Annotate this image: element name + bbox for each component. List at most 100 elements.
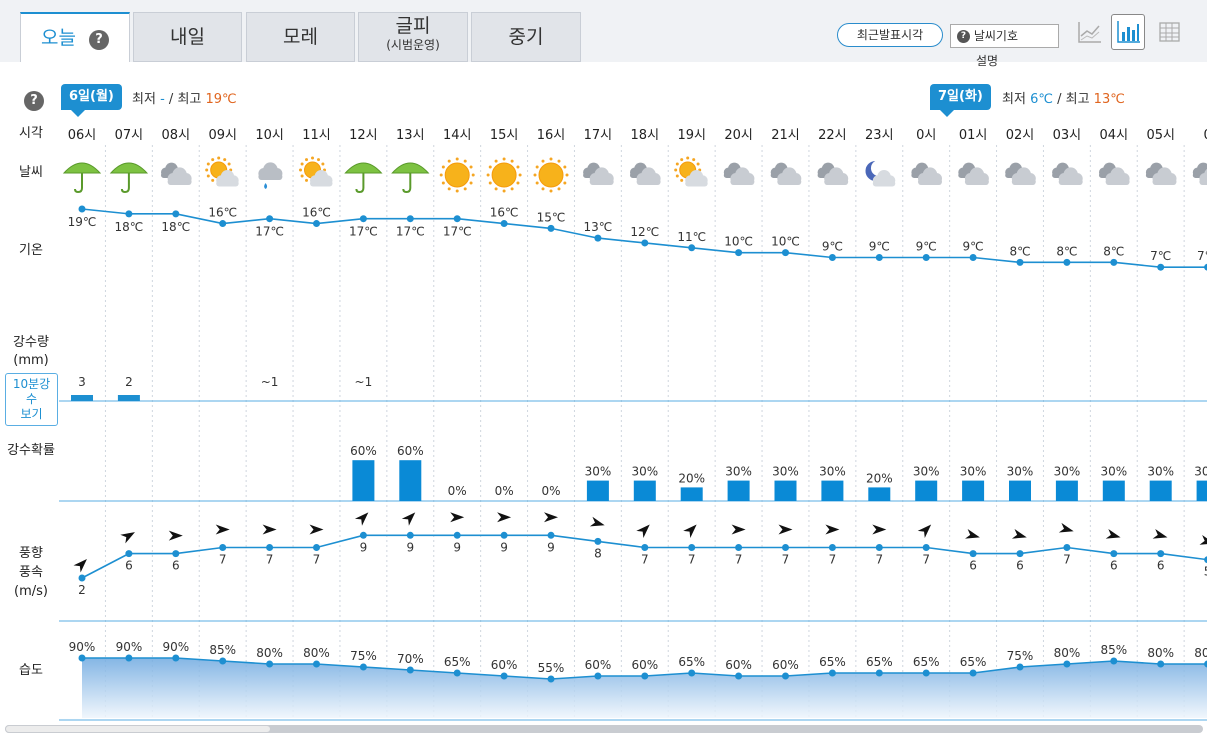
wind-speed-label: 7 [266,553,274,567]
horizontal-scrollbar-track[interactable] [5,725,1203,733]
separator: / [1057,92,1062,107]
hour-label: 09시 [208,128,237,143]
temp-label: 18℃ [115,220,144,234]
pop-bar [915,480,938,501]
cloudy-icon [1052,162,1083,185]
temp-label: 17℃ [396,225,425,239]
table-view-button[interactable] [1152,14,1186,50]
wind-speed-label: 9 [547,540,555,554]
wind-direction-arrow [1058,522,1074,533]
humidity-label: 65% [444,655,471,669]
wind-speed-label: 7 [641,553,649,567]
weather-symbol-button[interactable]: ? 날씨기호 [950,24,1059,48]
humidity-label: 80% [303,646,330,660]
humidity-label: 65% [960,655,987,669]
hour-label: 19시 [677,128,706,143]
hour-label: 17시 [584,128,613,143]
cloudy-icon [1099,162,1130,185]
wind-direction-arrow [73,559,87,573]
hour-label: 13시 [396,128,425,143]
pop-label: 30% [960,465,987,479]
rain-bar [71,395,93,401]
humidity-label: 85% [209,643,236,657]
partly-cloudy-icon [299,156,333,187]
temp-label: 9℃ [963,240,984,254]
tab-label: 오늘 [40,27,76,49]
row-label-wind-speed: 풍속 [19,565,43,580]
cloudy-icon [1005,162,1036,185]
cloudy-icon [817,162,849,185]
pop-bar [1149,480,1172,501]
tab-three-days[interactable]: 글피 (시범운영) [358,12,468,62]
hour-label: 20시 [724,128,753,143]
humidity-point [266,660,274,668]
hour-label: 14시 [443,128,472,143]
cloudy-icon [770,162,802,185]
hour-label: 0시 [916,128,936,143]
pop-label: 30% [1054,465,1081,479]
humidity-label: 55% [538,661,565,675]
wind-direction-arrow [683,524,697,538]
wind-direction-arrow [1152,528,1168,539]
bar-chart-view-button[interactable] [1111,14,1145,50]
row-label-wind-dir: 풍향 [19,546,43,561]
wind-speed-label: 9 [360,540,368,554]
humidity-label: 60% [491,658,518,672]
rain-10min-button[interactable]: 10분강 수 보기 [5,373,58,426]
wind-point [313,544,320,551]
humidity-point [969,669,977,677]
wind-point [969,550,977,558]
horizontal-scrollbar-thumb[interactable] [5,725,271,733]
help-icon[interactable]: ? [24,91,44,111]
sun-icon [439,157,475,193]
temp-point [828,254,836,261]
humidity-point [1110,657,1118,665]
wind-point [172,550,180,558]
wind-point [406,531,414,539]
hour-label: 05시 [1146,128,1175,143]
hour-label: 04시 [1100,128,1129,143]
wind-direction-arrow [262,524,277,535]
wind-direction-arrow [168,530,183,541]
wind-point [735,544,743,551]
row-label-wind-unit: (m/s) [14,584,48,599]
wind-point [1204,556,1207,564]
humidity-label: 90% [162,640,189,654]
tab-tomorrow[interactable]: 내일 [133,12,242,62]
umbrella-icon [62,162,102,194]
help-icon[interactable]: ? [89,29,110,50]
tab-day-after[interactable]: 모레 [246,12,355,62]
cloudy-icon [1145,162,1177,185]
wind-point [828,544,836,551]
wind-point [125,550,133,558]
wind-point [1110,550,1118,558]
line-chart-view-button[interactable] [1072,14,1106,50]
humidity-label: 75% [350,649,377,663]
partly-cloudy-icon [205,156,239,187]
wind-speed-label: 6 [125,559,133,573]
wind-point [547,531,555,539]
wind-direction-arrow [778,524,793,535]
temp-label: 16℃ [490,206,519,220]
wind-point [78,574,86,582]
humidity-label: 70% [397,652,424,666]
temp-label: 16℃ [208,206,237,220]
pop-label: 30% [913,465,940,479]
tab-today[interactable]: 오늘 ? [20,12,130,62]
row-label-rain: 강수량 [13,335,49,350]
row-label-temp: 기온 [19,243,43,258]
wind-direction-arrow [1105,528,1121,539]
humidity-label: 65% [913,655,940,669]
temp-point [1157,263,1165,271]
pop-bar [962,480,985,501]
tab-midterm[interactable]: 중기 [471,12,581,62]
temp-point [78,205,86,213]
temp-point [782,249,789,257]
tab-sublabel: (시범운영) [386,38,440,52]
recent-release-button[interactable]: 최근발표시각 [837,23,943,47]
pop-label: 30% [1147,465,1174,479]
wind-direction-arrow [917,524,932,538]
temp-point [969,254,977,261]
humidity-label: 80% [1054,646,1081,660]
